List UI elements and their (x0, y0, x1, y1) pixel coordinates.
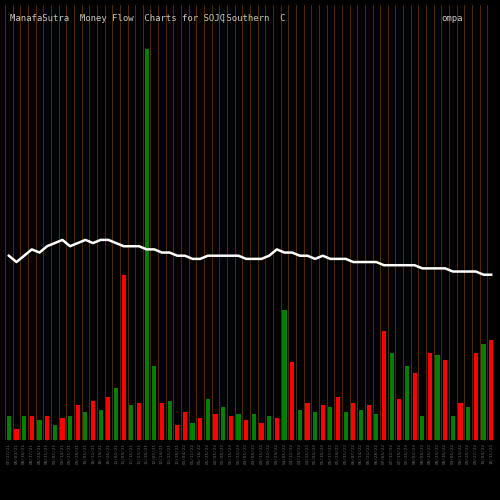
Bar (405, 366, 409, 440)
Bar (168, 401, 172, 440)
Bar (397, 398, 402, 440)
Bar (366, 405, 371, 440)
Bar (45, 416, 49, 440)
Text: ompa: ompa (441, 14, 462, 22)
Bar (137, 403, 141, 440)
Text: ManafaSutra  Money Flow  Charts for SOJC: ManafaSutra Money Flow Charts for SOJC (10, 14, 225, 22)
Bar (252, 414, 256, 440)
Bar (198, 418, 202, 440)
Bar (160, 403, 164, 440)
Bar (122, 274, 126, 440)
Bar (114, 388, 118, 440)
Bar (390, 353, 394, 440)
Bar (320, 405, 325, 440)
Bar (298, 410, 302, 440)
Bar (374, 414, 378, 440)
Bar (236, 414, 240, 440)
Bar (306, 403, 310, 440)
Bar (382, 331, 386, 440)
Bar (313, 412, 317, 440)
Bar (412, 372, 416, 440)
Bar (260, 422, 264, 440)
Bar (282, 310, 286, 440)
Bar (106, 396, 110, 440)
Bar (221, 408, 226, 440)
Bar (328, 408, 332, 440)
Text: |Southern  C: |Southern C (220, 14, 285, 22)
Bar (214, 414, 218, 440)
Bar (336, 396, 340, 440)
Bar (68, 416, 72, 440)
Bar (6, 416, 11, 440)
Bar (443, 360, 448, 440)
Bar (274, 418, 279, 440)
Bar (144, 48, 148, 440)
Bar (84, 412, 87, 440)
Bar (76, 405, 80, 440)
Bar (466, 408, 470, 440)
Bar (129, 405, 134, 440)
Bar (489, 340, 494, 440)
Bar (14, 429, 18, 440)
Bar (98, 410, 103, 440)
Bar (474, 353, 478, 440)
Bar (52, 425, 57, 440)
Bar (30, 416, 34, 440)
Bar (352, 403, 356, 440)
Bar (60, 418, 64, 440)
Bar (436, 355, 440, 440)
Bar (183, 412, 187, 440)
Bar (190, 422, 194, 440)
Bar (38, 420, 42, 440)
Bar (267, 416, 271, 440)
Bar (22, 416, 26, 440)
Bar (451, 416, 455, 440)
Bar (344, 412, 348, 440)
Bar (206, 398, 210, 440)
Bar (152, 366, 156, 440)
Bar (482, 344, 486, 440)
Bar (290, 362, 294, 440)
Bar (428, 353, 432, 440)
Bar (420, 416, 424, 440)
Bar (458, 403, 462, 440)
Bar (359, 410, 363, 440)
Bar (229, 416, 233, 440)
Bar (244, 420, 248, 440)
Bar (91, 401, 95, 440)
Bar (175, 425, 180, 440)
